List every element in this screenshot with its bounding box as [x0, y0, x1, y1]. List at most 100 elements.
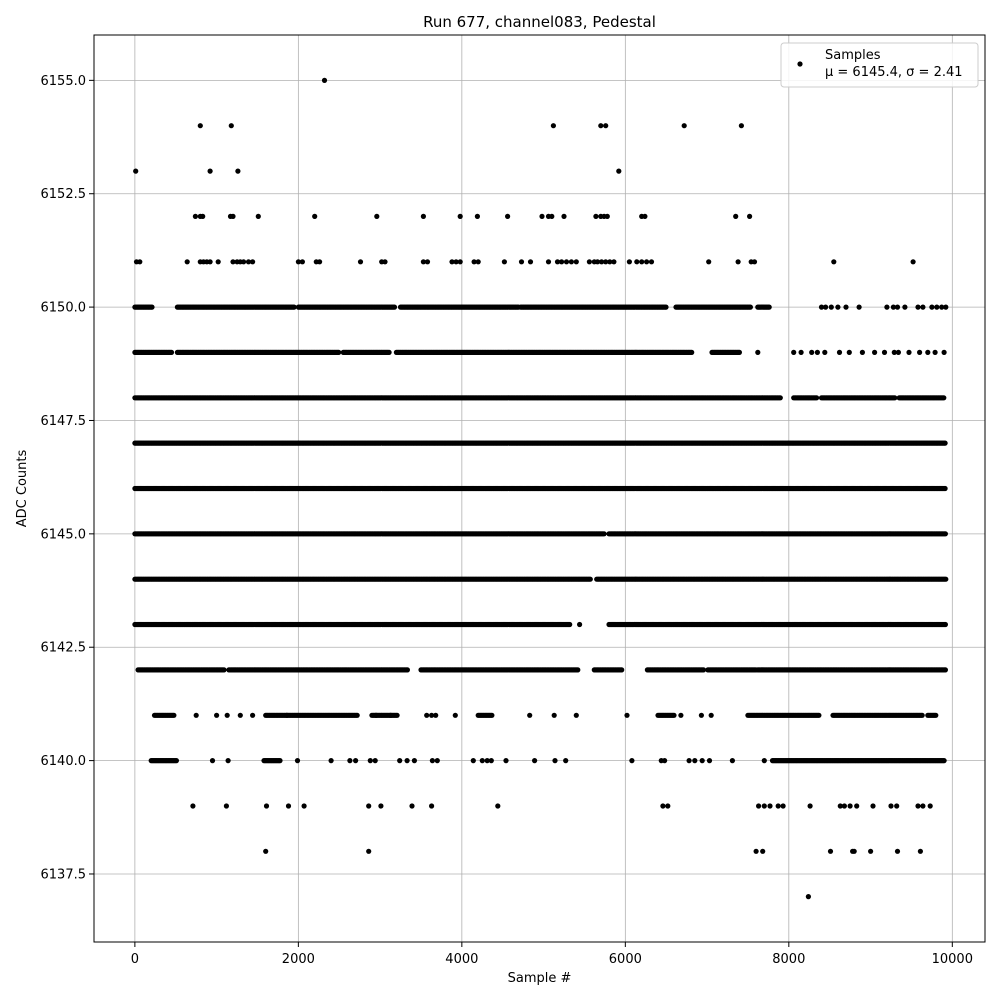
data-point [942, 485, 948, 492]
data-point [639, 259, 645, 265]
data-point [382, 259, 388, 265]
data-point [228, 123, 234, 129]
data-point [295, 259, 301, 265]
data-point [756, 803, 762, 809]
data-point [736, 349, 743, 355]
data-point [798, 349, 804, 355]
data-point [894, 304, 901, 310]
data-point [527, 259, 534, 265]
data-point [607, 259, 613, 265]
data-point [872, 349, 878, 355]
data-point [917, 848, 924, 854]
data-point [245, 259, 252, 265]
data-point [939, 304, 945, 310]
data-point [501, 259, 507, 265]
data-point [814, 395, 820, 401]
data-point [321, 77, 328, 83]
data-point [706, 259, 712, 265]
data-point [920, 803, 926, 809]
data-point [626, 259, 633, 265]
data-point [942, 531, 949, 537]
data-point [230, 213, 236, 219]
data-point [424, 259, 431, 265]
data-point [841, 803, 848, 809]
data-point [200, 213, 206, 219]
data-point [235, 168, 241, 174]
data-point [505, 213, 511, 219]
data-point [941, 349, 947, 355]
data-point [587, 576, 593, 582]
data-point [917, 349, 923, 355]
data-point [539, 213, 545, 219]
data-point [831, 259, 837, 265]
data-point [317, 259, 323, 265]
data-point [884, 304, 890, 310]
data-point [856, 304, 862, 310]
data-point [550, 123, 557, 129]
data-point [616, 168, 622, 174]
data-point [263, 848, 269, 854]
data-point [386, 349, 392, 355]
data-point [818, 304, 825, 310]
data-point [554, 259, 561, 265]
data-point [689, 349, 695, 355]
data-point [357, 259, 364, 265]
data-point [648, 259, 655, 265]
data-point [586, 259, 593, 265]
data-point [753, 848, 759, 854]
data-point [660, 803, 666, 809]
data-point [192, 213, 198, 219]
data-point [563, 259, 570, 265]
data-point [255, 213, 261, 219]
data-point [207, 168, 213, 174]
data-point [611, 259, 617, 265]
data-point [603, 259, 609, 265]
data-point [747, 213, 753, 219]
data-point [457, 259, 463, 265]
data-point [518, 259, 525, 265]
data-point [915, 803, 921, 809]
data-point [545, 259, 552, 265]
data-point [604, 213, 610, 219]
data-point [760, 848, 766, 854]
data-point [927, 803, 933, 809]
data-point [888, 803, 894, 809]
data-point [942, 440, 948, 446]
data-point [814, 349, 821, 355]
data-point [854, 803, 860, 809]
data-point [495, 803, 501, 809]
data-point [573, 259, 579, 265]
data-point [197, 123, 203, 129]
data-point [847, 803, 853, 809]
data-point [761, 803, 767, 809]
data-point [828, 304, 834, 310]
data-point [561, 213, 567, 219]
data-point [559, 259, 565, 265]
data-point [870, 803, 876, 809]
data-point [665, 803, 671, 809]
data-point [932, 349, 938, 355]
data-point [378, 803, 384, 809]
data-point [915, 304, 921, 310]
data-point [777, 395, 783, 401]
data-point [934, 304, 940, 310]
data-point [471, 259, 477, 265]
data-point [894, 803, 900, 809]
data-point [767, 803, 773, 809]
data-point [391, 304, 398, 310]
data-point [846, 349, 852, 355]
data-point [929, 304, 935, 310]
data-point [223, 803, 229, 809]
data-point [642, 213, 648, 219]
data-point [851, 848, 857, 854]
data-point [634, 259, 640, 265]
data-point [906, 349, 912, 355]
data-point [920, 304, 926, 310]
data-point [474, 213, 480, 219]
data-point [230, 259, 236, 265]
data-point [890, 304, 897, 310]
data-point [137, 259, 143, 265]
data-point [895, 349, 902, 355]
data-point [149, 304, 155, 310]
